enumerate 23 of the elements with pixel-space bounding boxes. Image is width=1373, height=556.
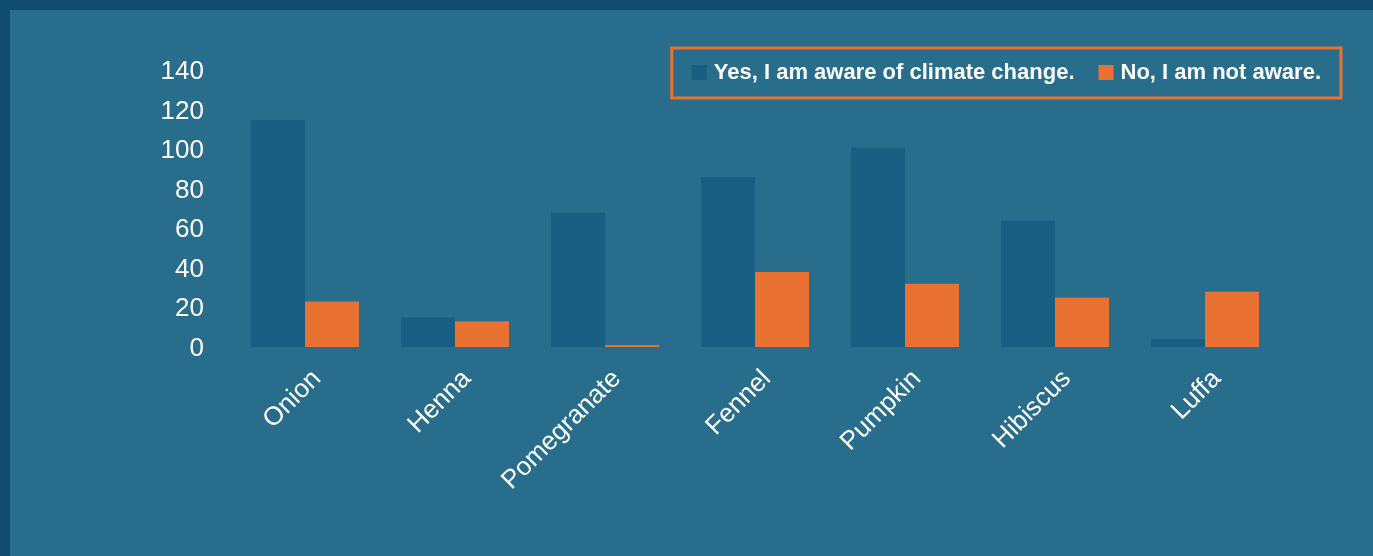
bar [905,283,959,347]
bar [1055,297,1109,347]
bar [1151,339,1205,347]
bar [851,147,905,347]
bar [701,177,755,347]
y-tick-label: 60 [175,213,204,244]
y-tick-label: 80 [175,173,204,204]
y-tick-label: 100 [160,134,204,165]
bar [305,301,359,347]
bar [251,119,305,347]
bar [551,212,605,347]
bar [401,317,455,347]
bar [1001,220,1055,347]
y-tick-label: 120 [160,94,204,125]
y-tick-label: 0 [189,331,204,362]
legend-label: Yes, I am aware of climate change. [713,58,1075,84]
y-tick-label: 40 [175,252,204,283]
y-tick-label: 140 [160,55,204,86]
legend-label: No, I am not aware. [1120,58,1321,84]
bar [755,271,809,347]
y-tick-label: 20 [175,292,204,323]
bar [1205,291,1259,347]
bar [455,321,509,347]
